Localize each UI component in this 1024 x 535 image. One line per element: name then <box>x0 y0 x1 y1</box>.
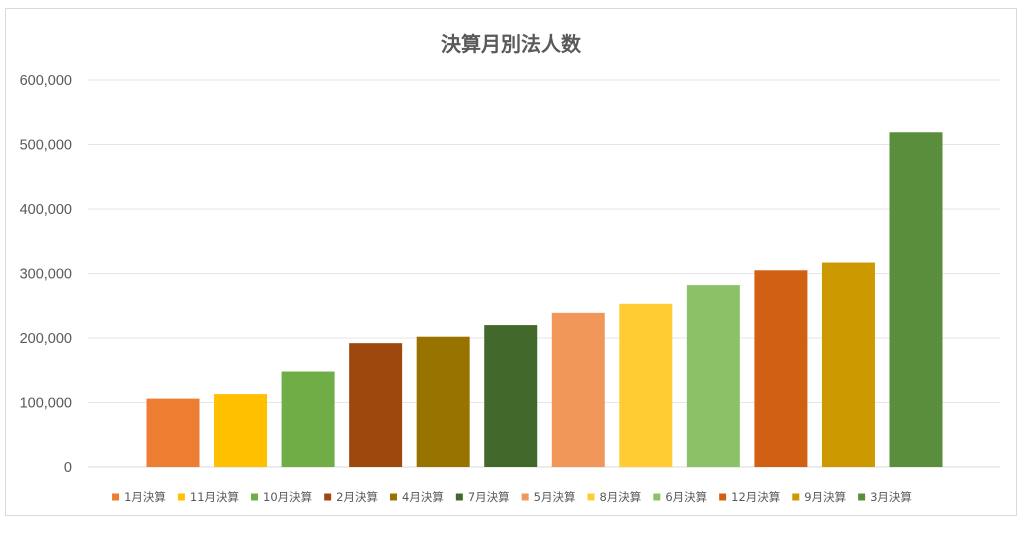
y-tick-label: 600,000 <box>20 73 72 89</box>
y-tick-label: 300,000 <box>20 267 72 283</box>
legend-label: 1月決算 <box>124 490 166 504</box>
y-tick-label: 500,000 <box>20 138 72 154</box>
legend-swatch <box>653 493 661 501</box>
bar <box>349 343 403 467</box>
bar <box>416 336 470 467</box>
legend-swatch <box>587 493 595 501</box>
bar <box>754 270 808 467</box>
bar <box>551 312 605 467</box>
legend-swatch <box>390 493 397 501</box>
legend-label: 11月決算 <box>190 490 239 504</box>
legend-label: 4月決算 <box>402 490 444 504</box>
legend-swatch <box>177 493 185 501</box>
bar <box>214 394 268 467</box>
legend-swatch <box>112 493 120 501</box>
legend-label: 6月決算 <box>665 490 707 504</box>
legend-label: 9月決算 <box>804 490 846 504</box>
legend-swatch <box>792 493 800 501</box>
legend-swatch <box>858 493 866 501</box>
legend-label: 10月決算 <box>263 490 312 504</box>
legend-swatch <box>251 493 259 501</box>
legend-label: 5月決算 <box>534 490 576 504</box>
bar <box>821 262 875 467</box>
legend-label: 3月決算 <box>870 490 912 504</box>
y-tick-label: 0 <box>64 460 72 476</box>
legend-label: 8月決算 <box>599 490 641 504</box>
y-axis-ticks: 0 100,000 200,000 300,000 400,000 500,000 600,… <box>20 73 72 476</box>
legend-swatch <box>719 493 727 501</box>
y-tick-label: 100,000 <box>20 396 72 412</box>
bars <box>146 132 943 467</box>
legend: 1月決算 11月決算 10月決算 2月決算 4月決算 7月決算 5月決算 8月決算 6月決算 12… <box>112 490 912 504</box>
bar <box>281 371 335 467</box>
chart-title: 決算月別法人数 <box>441 32 582 56</box>
legend-label: 12月決算 <box>731 490 780 504</box>
legend-swatch <box>521 493 529 501</box>
bar <box>146 398 200 467</box>
legend-label: 7月決算 <box>468 490 510 504</box>
bar <box>889 132 943 467</box>
bar <box>686 285 740 467</box>
legend-swatch <box>455 493 463 501</box>
bar <box>619 303 673 467</box>
legend-label: 2月決算 <box>336 490 378 504</box>
bar <box>484 325 538 467</box>
y-tick-label: 400,000 <box>20 202 72 218</box>
legend-swatch <box>324 493 332 501</box>
y-tick-label: 200,000 <box>20 331 72 347</box>
